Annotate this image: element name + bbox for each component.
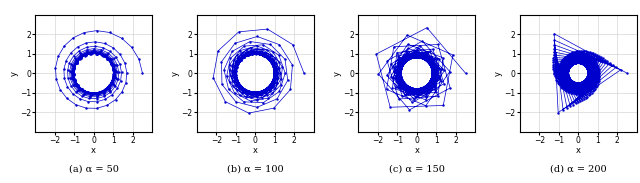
- X-axis label: x: x: [92, 146, 96, 155]
- Y-axis label: y: y: [10, 71, 19, 76]
- Y-axis label: y: y: [333, 71, 342, 76]
- Text: (c) α = 150: (c) α = 150: [389, 165, 445, 173]
- X-axis label: x: x: [414, 146, 419, 155]
- Text: (a) α = 50: (a) α = 50: [68, 165, 118, 173]
- Y-axis label: y: y: [494, 71, 503, 76]
- Text: (d) α = 200: (d) α = 200: [550, 165, 607, 173]
- X-axis label: x: x: [576, 146, 580, 155]
- Y-axis label: y: y: [171, 71, 180, 76]
- X-axis label: x: x: [253, 146, 258, 155]
- Text: (b) α = 100: (b) α = 100: [227, 165, 284, 173]
